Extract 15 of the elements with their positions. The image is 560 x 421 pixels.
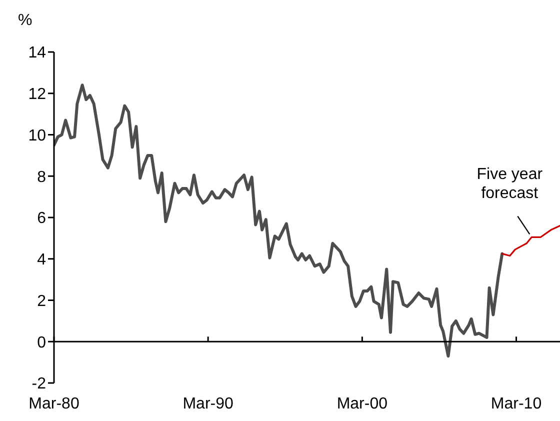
y-tick-label: 14	[28, 44, 46, 62]
y-tick-label: -2	[32, 376, 46, 393]
x-tick-label: Mar-90	[182, 395, 234, 412]
annotation: Five year forecast	[476, 166, 544, 202]
y-tick-label: 0	[37, 334, 46, 352]
x-tick-label: Mar-10	[490, 395, 542, 412]
y-tick-label: 10	[28, 127, 46, 144]
x-tick-label: Mar-80	[28, 395, 80, 412]
y-tick-label: 4	[37, 252, 46, 269]
y-tick-label: 2	[37, 292, 46, 310]
x-tick-label: Mar-00	[336, 395, 388, 412]
y-tick-label: 6	[37, 210, 46, 228]
y-tick-label: 12	[28, 86, 46, 104]
y-tick-label: 8	[37, 168, 46, 186]
y-axis-title: %	[18, 12, 32, 30]
